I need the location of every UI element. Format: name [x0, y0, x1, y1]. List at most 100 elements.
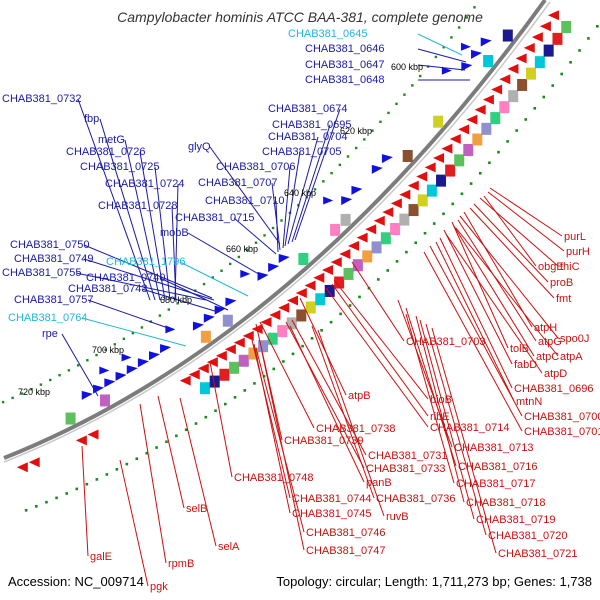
gc-dot [135, 457, 139, 460]
reverse-gene-arrow [16, 462, 28, 473]
forward-gene-arrow [278, 253, 290, 263]
gene-label: CHAB381_0714 [430, 422, 510, 434]
leader-line [275, 200, 279, 253]
forward-strand-genes [81, 37, 492, 400]
gc-dot [194, 422, 198, 425]
gc-dot [419, 74, 422, 78]
gc-dot [386, 269, 390, 272]
cog-block [499, 101, 510, 114]
gc-dot [105, 473, 109, 476]
reverse-strand-genes [16, 10, 559, 473]
gc-dot [95, 478, 99, 481]
gc-dot [434, 55, 438, 59]
cog-block [362, 250, 373, 263]
reverse-gene-arrow [515, 53, 527, 64]
gene-label: atpB [348, 390, 371, 402]
forward-gene-arrow [165, 325, 176, 334]
reverse-gene-arrow [233, 337, 245, 348]
kbp-label: 680 kbp [160, 295, 192, 305]
leader-line [317, 329, 385, 517]
gene-label: mtnN [516, 396, 542, 408]
leader-line [429, 245, 523, 417]
cog-block [433, 115, 444, 128]
gc-dot [442, 46, 445, 49]
gene-label: CHAB381_0747 [306, 545, 386, 557]
leader-line [289, 325, 365, 483]
reverse-gene-arrow [390, 198, 402, 209]
gene-label: CHAB381_0739 [284, 435, 364, 447]
reverse-gene-arrow [287, 295, 299, 306]
leader-line [233, 217, 277, 255]
gene-label: CHAB381_0731 [368, 450, 448, 462]
gene-label: CHAB381_0700 [524, 411, 600, 423]
leader-line [333, 279, 429, 400]
reverse-gene-arrow [356, 232, 368, 243]
forward-gene-arrow [214, 305, 226, 315]
gc-dot [551, 84, 555, 87]
gc-dot [478, 171, 482, 175]
reverse-gene-arrow [322, 264, 334, 275]
gc-dot [122, 337, 126, 341]
genome-backbone-shadow [3, 1, 551, 463]
cog-color-blocks [65, 21, 572, 425]
gene-label: CHAB381_0738 [316, 423, 396, 435]
gene-label: pgk [150, 581, 168, 593]
reverse-gene-arrow [339, 249, 351, 260]
gene-label: CHAB381_0721 [498, 548, 578, 560]
cog-block [222, 314, 233, 327]
gc-dot [86, 359, 89, 362]
gc-dot [301, 344, 304, 348]
kbp-label: 700 kbp [92, 345, 124, 355]
gene-label: CHAB381_0715 [175, 212, 255, 224]
gene-label: CHAB381_0701 [524, 426, 600, 438]
gc-dot [246, 248, 249, 252]
reverse-gene-arrow [304, 280, 316, 291]
gc-dot [165, 440, 168, 444]
cog-block [561, 21, 572, 34]
leader-line [455, 227, 559, 357]
gene-label: metG [98, 134, 125, 146]
gene-label: CHAB381_1796 [106, 256, 186, 268]
gc-dot [184, 428, 188, 432]
gc-dot [211, 276, 215, 279]
gc-dot [533, 107, 537, 110]
gene-label: fmt [556, 293, 571, 305]
leader-line [285, 321, 365, 469]
gc-dot [395, 102, 398, 106]
map-title: Campylobacter hominis ATCC BAA-381, comp… [117, 9, 483, 25]
cog-block [402, 149, 413, 162]
gc-dot [542, 95, 546, 99]
gene-label: CHAB381_0719 [476, 514, 556, 526]
cog-block [552, 32, 563, 45]
leader-line [253, 343, 291, 514]
reverse-gene-arrow [407, 180, 419, 191]
leader-line [483, 195, 537, 267]
gc-dot [45, 500, 48, 504]
reverse-gene-arrow [424, 162, 436, 173]
leader-line [445, 233, 543, 374]
cog-block [209, 375, 220, 388]
gene-label: fbp [84, 113, 99, 125]
gc-dot [310, 336, 314, 340]
gc-dot [104, 348, 107, 351]
forward-gene-arrow [461, 62, 473, 72]
gene-label: CHAB381_0704 [268, 131, 348, 143]
reverse-gene-arrow [215, 350, 227, 361]
gc-dot [423, 231, 427, 235]
leader-line [457, 219, 537, 342]
forward-gene-arrow [351, 185, 363, 195]
gc-dot [578, 49, 581, 52]
gene-label: CHAB381_0695 [272, 119, 352, 131]
leader-line [139, 151, 166, 301]
gc-dot [395, 260, 399, 263]
gc-dot [67, 369, 71, 372]
cog-block [417, 194, 428, 207]
gc-dot [346, 155, 350, 158]
reverse-gene-arrow [330, 257, 342, 268]
cog-block [267, 332, 278, 345]
gc-dot [175, 434, 178, 438]
gene-label: galE [90, 551, 112, 563]
gc-dot [202, 282, 206, 286]
leader-line [469, 207, 555, 299]
cog-block [502, 29, 513, 42]
